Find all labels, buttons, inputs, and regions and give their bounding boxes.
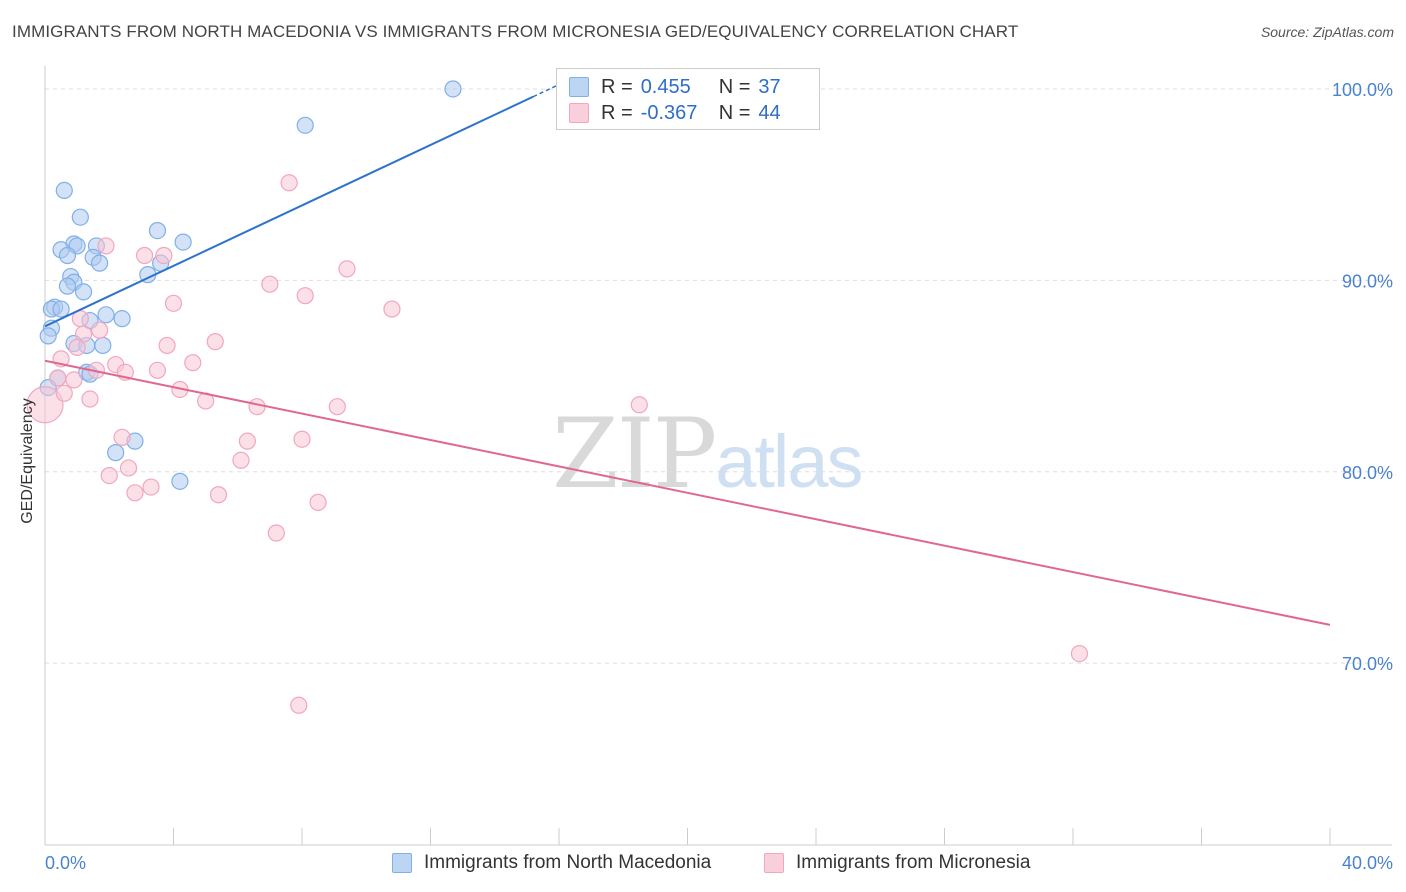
point-micronesia bbox=[1070, 644, 1089, 663]
point-micronesia bbox=[65, 371, 83, 389]
bottom-legend-swatch-blue bbox=[392, 853, 412, 873]
point-micronesia bbox=[238, 432, 256, 450]
point-north-macedonia bbox=[174, 233, 192, 251]
point-micronesia bbox=[209, 486, 228, 504]
y-tick-label: 100.0% bbox=[1332, 80, 1393, 100]
point-north-macedonia bbox=[39, 327, 57, 345]
point-north-macedonia bbox=[296, 116, 314, 134]
point-micronesia bbox=[206, 333, 224, 351]
point-micronesia bbox=[248, 398, 266, 416]
trendline-north-macedonia bbox=[44, 95, 534, 328]
point-micronesia bbox=[158, 336, 176, 355]
point-micronesia bbox=[142, 478, 160, 496]
point-north-macedonia bbox=[94, 336, 112, 355]
point-micronesia bbox=[26, 386, 64, 424]
point-micronesia bbox=[148, 361, 167, 379]
point-micronesia bbox=[383, 300, 401, 318]
bottom-legend-north-macedonia: Immigrants from North Macedonia bbox=[392, 852, 711, 874]
point-north-macedonia bbox=[58, 277, 77, 295]
point-north-macedonia bbox=[52, 300, 70, 318]
point-micronesia bbox=[91, 321, 109, 339]
legend-swatch-pink bbox=[569, 103, 589, 123]
point-north-macedonia bbox=[58, 246, 77, 265]
chart-title: IMMIGRANTS FROM NORTH MACEDONIA VS IMMIG… bbox=[12, 22, 1019, 41]
point-north-macedonia bbox=[113, 310, 131, 328]
y-axis-label: GED/Equivalency bbox=[19, 398, 36, 524]
point-micronesia bbox=[309, 493, 327, 511]
source-credit: Source: ZipAtlas.com bbox=[1260, 24, 1394, 40]
point-micronesia bbox=[338, 260, 356, 278]
point-north-macedonia bbox=[71, 208, 89, 226]
bottom-legend-label: Immigrants from North Macedonia bbox=[424, 852, 712, 873]
point-micronesia bbox=[113, 428, 131, 446]
x-tick-label: 0.0% bbox=[45, 853, 86, 873]
trendline-micronesia bbox=[44, 359, 1331, 626]
point-north-macedonia bbox=[91, 254, 109, 272]
point-micronesia bbox=[630, 396, 648, 414]
legend-r-value: -0.367 bbox=[640, 101, 698, 124]
legend-n-value: 44 bbox=[758, 101, 781, 124]
point-north-macedonia bbox=[148, 222, 167, 240]
legend-swatch-blue bbox=[569, 77, 589, 97]
point-micronesia bbox=[68, 338, 86, 356]
legend-row-micronesia: R = -0.367 N = 44 bbox=[569, 100, 781, 126]
point-micronesia bbox=[296, 287, 314, 305]
point-north-macedonia bbox=[74, 283, 93, 301]
y-tick-label: 70.0% bbox=[1342, 654, 1393, 674]
point-north-macedonia bbox=[171, 472, 189, 490]
legend-r-label: R = bbox=[601, 75, 633, 98]
point-micronesia bbox=[126, 484, 144, 502]
point-micronesia bbox=[261, 275, 279, 293]
point-north-macedonia bbox=[97, 306, 115, 324]
point-micronesia bbox=[293, 430, 311, 448]
point-micronesia bbox=[49, 369, 67, 387]
legend-n-value: 37 bbox=[758, 75, 781, 98]
legend-row-north-macedonia: R = 0.455 N = 37 bbox=[569, 74, 781, 100]
point-micronesia bbox=[232, 451, 250, 469]
point-micronesia bbox=[155, 246, 173, 265]
point-micronesia bbox=[280, 174, 298, 192]
point-micronesia bbox=[55, 384, 73, 402]
point-micronesia bbox=[184, 354, 202, 372]
bottom-legend-micronesia: Immigrants from Micronesia bbox=[764, 852, 1030, 874]
point-north-macedonia bbox=[107, 444, 125, 462]
y-tick-label: 80.0% bbox=[1342, 463, 1393, 483]
y-tick-label: 90.0% bbox=[1342, 271, 1393, 291]
point-north-macedonia bbox=[55, 181, 73, 200]
point-micronesia bbox=[135, 246, 154, 265]
bottom-legend-swatch-pink bbox=[764, 853, 784, 873]
point-micronesia bbox=[119, 459, 138, 477]
point-micronesia bbox=[267, 524, 285, 542]
legend-n-label: N = bbox=[718, 75, 751, 98]
point-micronesia bbox=[164, 294, 183, 312]
x-tick-label: 40.0% bbox=[1342, 853, 1393, 873]
point-micronesia bbox=[100, 466, 118, 485]
bottom-legend-label: Immigrants from Micronesia bbox=[796, 852, 1031, 873]
point-micronesia bbox=[290, 696, 308, 714]
correlation-legend: R = 0.455 N = 37 R = -0.367 N = 44 bbox=[556, 68, 820, 130]
point-micronesia bbox=[97, 237, 115, 255]
point-micronesia bbox=[81, 390, 99, 408]
legend-n-label: N = bbox=[718, 101, 751, 124]
point-north-macedonia bbox=[444, 80, 462, 98]
legend-r-label: R = bbox=[601, 101, 633, 124]
point-micronesia bbox=[328, 398, 346, 416]
legend-r-value: 0.455 bbox=[640, 75, 691, 98]
